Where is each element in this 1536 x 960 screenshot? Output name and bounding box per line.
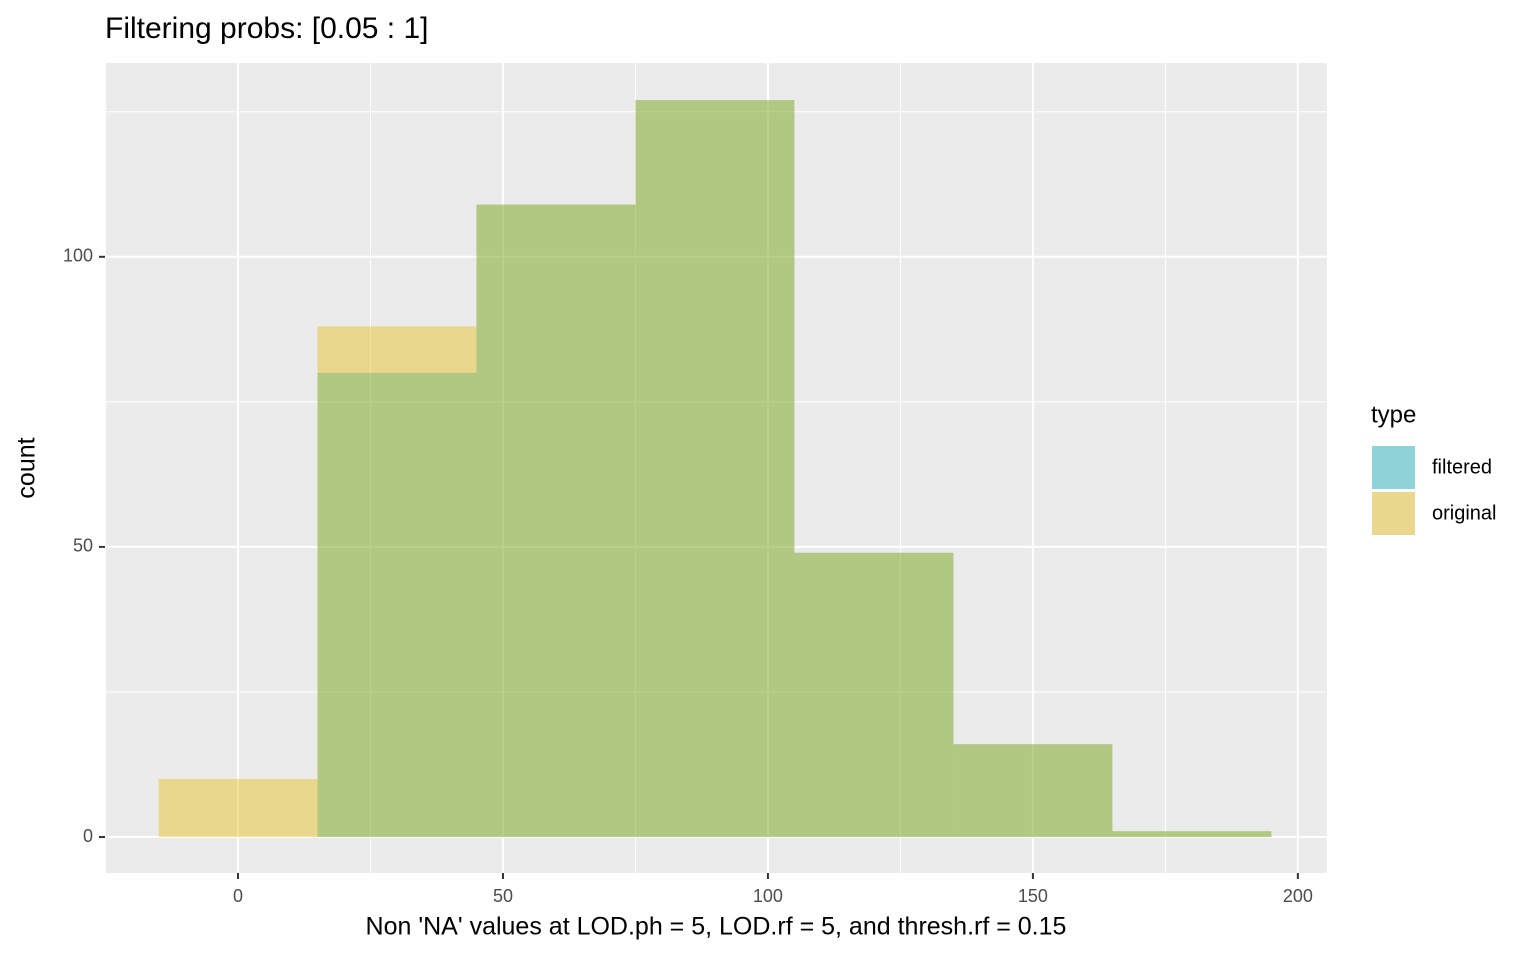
bar bbox=[953, 744, 1113, 838]
y-axis-title: count bbox=[13, 437, 41, 498]
x-tick-label: 200 bbox=[1283, 886, 1313, 906]
bar bbox=[794, 552, 954, 838]
x-axis-title: Non 'NA' values at LOD.ph = 5, LOD.rf = … bbox=[366, 913, 1067, 941]
x-tick-label: 50 bbox=[493, 886, 513, 906]
bar bbox=[794, 552, 954, 838]
bar bbox=[1112, 831, 1272, 838]
panel bbox=[105, 63, 1327, 873]
x-tick-label: 150 bbox=[1018, 886, 1048, 906]
bar bbox=[476, 204, 636, 838]
x-tick-label: 100 bbox=[753, 886, 783, 906]
bar bbox=[635, 100, 795, 838]
bar bbox=[158, 779, 318, 838]
bar bbox=[635, 100, 795, 838]
legend-title: type bbox=[1371, 401, 1416, 428]
legend-swatch bbox=[1372, 492, 1415, 535]
legend-key bbox=[1372, 492, 1415, 535]
bar bbox=[317, 372, 477, 838]
bar bbox=[317, 326, 477, 838]
chart-title: Filtering probs: [0.05 : 1] bbox=[105, 12, 429, 45]
y-tick-label: 50 bbox=[73, 536, 93, 556]
bar bbox=[476, 204, 636, 838]
y-tick-label: 100 bbox=[63, 246, 93, 266]
legend-label: original bbox=[1432, 502, 1496, 524]
x-tick-label: 0 bbox=[233, 886, 243, 906]
bar bbox=[953, 744, 1113, 838]
legend-swatch bbox=[1372, 446, 1415, 489]
y-tick-label: 0 bbox=[83, 826, 93, 846]
legend-key bbox=[1372, 446, 1415, 489]
bar bbox=[1112, 831, 1272, 838]
legend-label: filtered bbox=[1432, 456, 1492, 478]
